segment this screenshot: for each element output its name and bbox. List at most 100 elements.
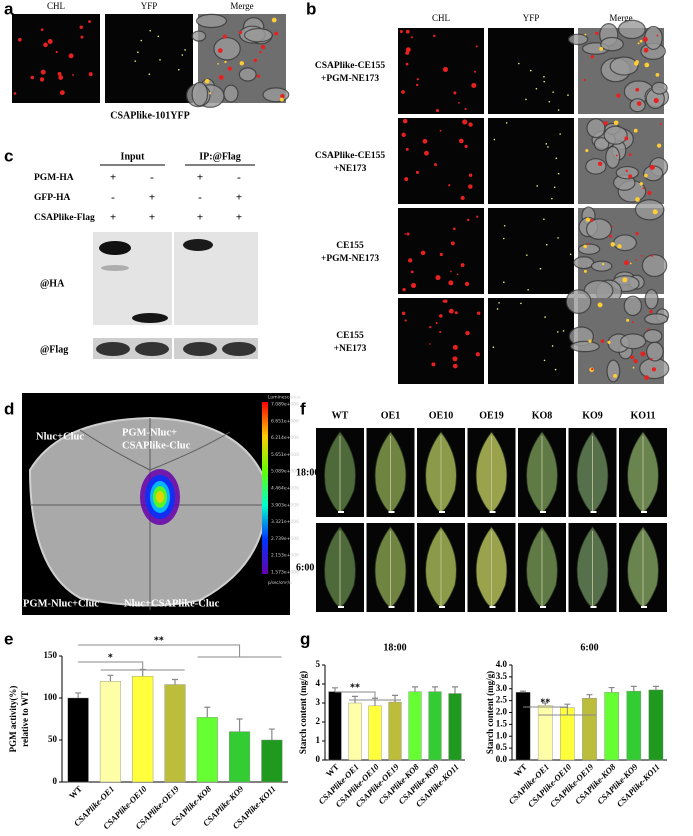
- signal-dot: [639, 39, 643, 43]
- row-label: +PGM-NE173: [321, 74, 379, 84]
- signal-dot: [583, 78, 586, 82]
- luminescence-blob: [156, 491, 164, 503]
- cell-outline: [600, 36, 624, 52]
- signal-dot: [475, 45, 478, 48]
- error-bar: [412, 686, 418, 692]
- cell-outline: [238, 67, 257, 82]
- x-tick-label: WT: [512, 761, 529, 778]
- signal-dot: [650, 254, 653, 257]
- y-tick-label: 5: [316, 659, 321, 669]
- micrograph: [488, 118, 574, 204]
- signal-dot: [644, 173, 648, 178]
- line-label: OE1: [381, 410, 400, 421]
- colorbar: [262, 402, 268, 574]
- signal-dot: [452, 344, 458, 350]
- signal-dot: [404, 319, 407, 322]
- cell-outline: [644, 313, 669, 325]
- bar: [537, 705, 553, 761]
- signal-dot: [656, 143, 662, 148]
- signal-dot: [547, 146, 549, 148]
- column-header: CHL: [432, 13, 450, 23]
- signal-dot: [217, 48, 223, 54]
- signal-dot: [635, 197, 640, 202]
- signal-dot: [439, 252, 443, 257]
- colorbar-label: 3.903e+006: [271, 502, 299, 508]
- signal-dot: [518, 62, 520, 65]
- micrograph: [398, 298, 484, 384]
- cell-outline: [603, 125, 628, 145]
- band: [96, 342, 130, 356]
- signal-dot: [539, 267, 542, 270]
- signal-dot: [431, 362, 436, 367]
- bar: [626, 690, 642, 761]
- signal-dot: [597, 302, 603, 308]
- signal-dot: [585, 148, 589, 153]
- band: [183, 342, 217, 356]
- signal-dot: [59, 90, 65, 96]
- signal-dot: [548, 100, 551, 103]
- colorbar-label: 6.214e+006: [271, 435, 299, 441]
- caption: CSAPlike-101YFP: [110, 110, 189, 121]
- signal-dot: [39, 77, 45, 82]
- signal-dot: [401, 90, 405, 94]
- sign: +: [197, 212, 203, 224]
- signal-dot: [260, 44, 266, 50]
- signal-dot: [467, 218, 470, 222]
- y-tick-label: 4.0: [496, 659, 508, 669]
- band: [132, 313, 168, 323]
- colorbar-label: 6.651e+006: [271, 418, 299, 424]
- signal-dot: [652, 209, 658, 215]
- cell-outline: [623, 295, 643, 317]
- bar: [560, 707, 575, 761]
- signal-dot: [659, 123, 662, 125]
- signal-dot: [140, 39, 143, 42]
- chart-title: 18:00: [383, 642, 406, 653]
- y-tick-label: 4: [316, 678, 321, 688]
- error-bar: [452, 686, 458, 694]
- signal-dot: [630, 355, 635, 360]
- signal-dot: [456, 273, 459, 276]
- signal-dot: [405, 47, 411, 53]
- cell-outline: [586, 118, 606, 139]
- y-axis-label: PGM activity(%): [8, 686, 18, 753]
- colorbar-unit: p/sec/cm²/sr: [268, 580, 293, 585]
- signal-dot: [610, 242, 616, 247]
- signal-dot: [597, 161, 603, 166]
- micrograph: [398, 118, 484, 204]
- bar: [348, 702, 362, 761]
- cell-outline: [634, 199, 665, 221]
- signal-dot: [590, 218, 594, 222]
- blot: [93, 338, 258, 359]
- signal-dot: [543, 218, 545, 220]
- band: [99, 241, 131, 255]
- column-header: Merge: [230, 1, 253, 11]
- signal-dot: [448, 280, 454, 286]
- signal-dot: [603, 121, 608, 126]
- signal-dot: [401, 311, 406, 316]
- cell-outline: [605, 145, 621, 169]
- signal-dot: [238, 30, 243, 35]
- scale-bar: [388, 511, 395, 513]
- error-bar: [520, 690, 527, 693]
- signal-dot: [502, 237, 505, 240]
- cell-outline: [590, 260, 613, 272]
- colorbar-label: 2.153e+006: [271, 553, 299, 559]
- error-bar: [107, 674, 114, 682]
- cell-outline: [577, 243, 601, 255]
- signal-dot: [595, 31, 599, 36]
- band: [135, 342, 169, 356]
- signal-dot: [496, 308, 499, 310]
- signal-dot: [525, 98, 527, 101]
- signal-dot: [239, 61, 244, 66]
- sign: +: [149, 212, 155, 224]
- error-bar: [172, 678, 178, 685]
- signal-dot: [651, 367, 657, 372]
- micrograph: [12, 14, 100, 103]
- signal-dot: [583, 244, 588, 249]
- signal-dot: [602, 263, 605, 266]
- signal-dot: [585, 217, 591, 222]
- signal-dot: [439, 129, 442, 132]
- cell-outline: [613, 234, 637, 252]
- row-label: CE155: [336, 241, 364, 251]
- signal-dot: [633, 359, 638, 364]
